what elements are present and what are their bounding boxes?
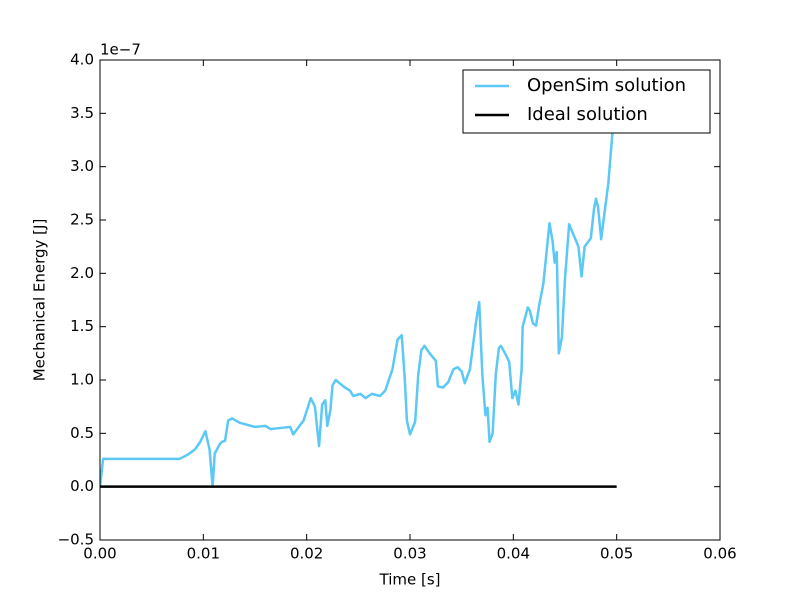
y-tick-label: 3.5 — [70, 104, 94, 122]
x-tick-label: 0.02 — [290, 545, 323, 563]
x-tick-label: 0.01 — [187, 545, 220, 563]
y-tick-label: 1.5 — [70, 317, 94, 335]
y-tick-label: 1.0 — [70, 371, 94, 389]
y-tick-label: 2.5 — [70, 211, 94, 229]
plot-area — [100, 60, 720, 540]
y-tick-label: −0.5 — [58, 531, 94, 549]
y-offset-label: 1e−7 — [100, 41, 141, 59]
legend-box — [462, 69, 711, 134]
x-axis-label: Time [s] — [379, 571, 441, 589]
y-tick-label: 2.0 — [70, 264, 94, 282]
y-tick-label: 3.0 — [70, 157, 94, 175]
data-line — [100, 118, 615, 488]
y-tick-label: 0.0 — [70, 477, 94, 495]
y-axis-label: Mechanical Energy [J] — [31, 219, 49, 382]
y-tick-label: 0.5 — [70, 424, 94, 442]
legend-label: OpenSim solution — [527, 75, 686, 96]
plot — [100, 118, 617, 488]
legend: OpenSim solution Ideal solution — [462, 69, 711, 134]
y-tick-label: 4.0 — [70, 51, 94, 69]
x-tick-label: 0.00 — [83, 545, 116, 563]
x-tick-label: 0.06 — [703, 545, 736, 563]
x-tick-label: 0.05 — [600, 545, 633, 563]
x-tick-label: 0.04 — [497, 545, 530, 563]
x-tick-label: 0.03 — [393, 545, 426, 563]
legend-label: Ideal solution — [527, 104, 648, 125]
